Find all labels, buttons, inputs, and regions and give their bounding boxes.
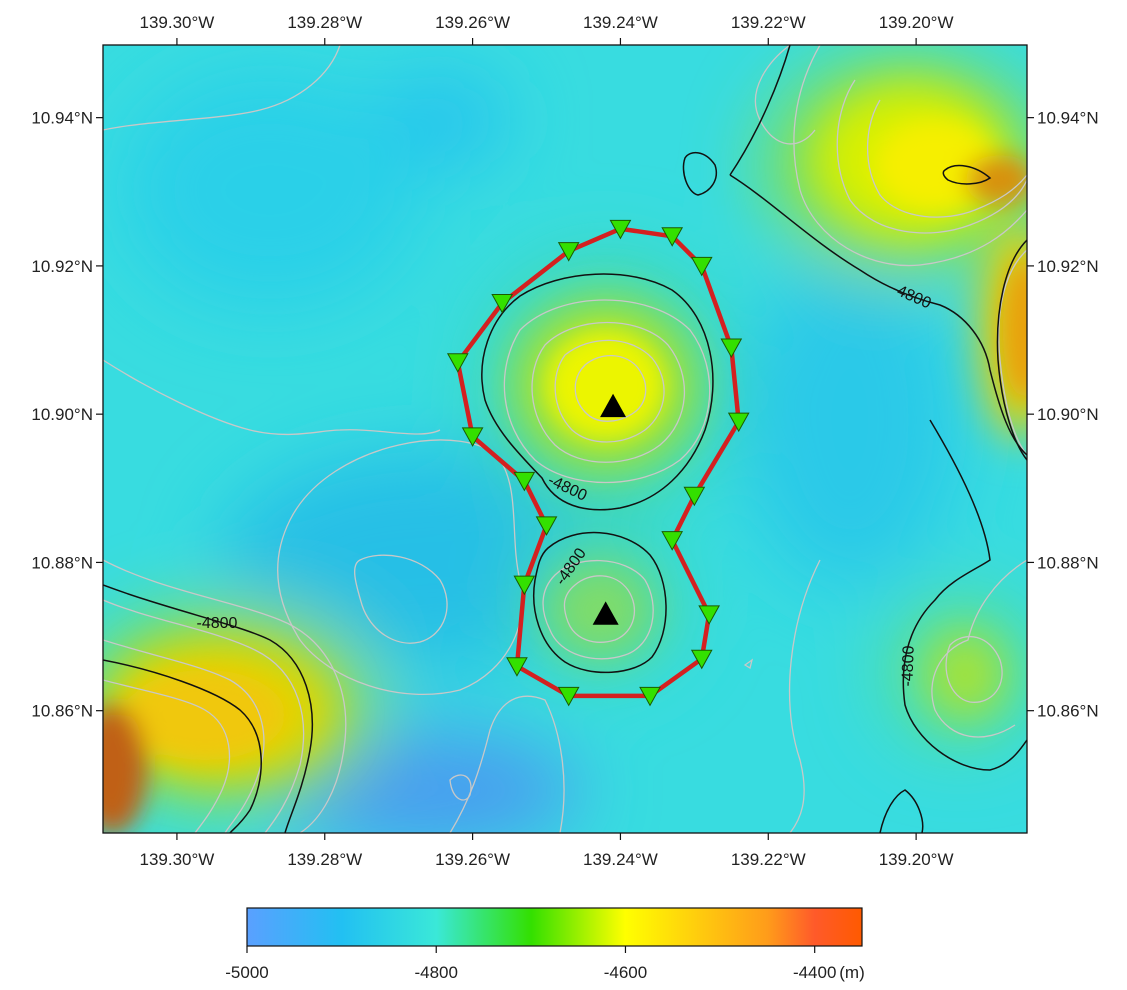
station-marker-icon	[557, 242, 580, 262]
station-markers	[446, 219, 750, 707]
lon-tick-label-bottom: 139.28°W	[287, 850, 362, 869]
peak-markers	[592, 393, 627, 625]
lat-tick-label-left: 10.92°N	[31, 257, 93, 276]
contour-label: -4800	[197, 615, 238, 632]
lat-tick-label-left: 10.90°N	[31, 405, 93, 424]
station-marker-icon	[661, 531, 684, 551]
lon-tick-label-top: 139.28°W	[287, 13, 362, 32]
station-marker-icon	[690, 649, 713, 670]
station-marker-icon	[720, 338, 743, 358]
lat-tick-label-left: 10.88°N	[31, 553, 93, 572]
contour-label: -4800	[899, 645, 917, 687]
station-marker-icon	[690, 256, 713, 277]
lon-tick-label-bottom: 139.30°W	[139, 850, 214, 869]
map-frame	[102, 44, 1028, 834]
colorbar-ramp	[246, 907, 863, 947]
lon-tick-label-bottom: 139.24°W	[583, 850, 658, 869]
lat-tick-label-left: 10.86°N	[31, 702, 93, 721]
lon-tick-label-bottom: 139.22°W	[731, 850, 806, 869]
minor-contours	[103, 45, 1027, 833]
contour-lines	[103, 45, 1027, 833]
station-marker-icon	[557, 686, 580, 707]
lat-tick-label-right: 10.92°N	[1037, 257, 1099, 276]
lon-tick-label-bottom: 139.20°W	[879, 850, 954, 869]
colorbar: -5000 -4800 -4600 -4400 (m)	[225, 907, 865, 982]
station-marker-icon	[446, 353, 469, 373]
lon-tick-label-top: 139.24°W	[583, 13, 658, 32]
colorbar-tick-label: -4400	[793, 963, 836, 982]
peak-marker-icon	[592, 601, 619, 625]
lat-tick-label-right: 10.90°N	[1037, 405, 1099, 424]
map-axes: 139.30°W 139.30°W 139.28°W 139.28°W 139.26°W…	[31, 13, 1098, 869]
lat-tick-label-right: 10.86°N	[1037, 702, 1099, 721]
major-contours	[103, 45, 1027, 833]
colorbar-tick-label: -4800	[414, 963, 457, 982]
station-marker-icon	[698, 605, 720, 625]
lon-tick-label-top: 139.20°W	[879, 13, 954, 32]
colorbar-tick-label: -4600	[604, 963, 647, 982]
survey-route-line	[455, 226, 741, 699]
colorbar-unit: (m)	[839, 963, 864, 982]
lat-tick-label-left: 10.94°N	[31, 109, 93, 128]
station-marker-icon	[535, 516, 558, 536]
station-marker-icon	[513, 575, 536, 596]
station-marker-icon	[461, 427, 484, 447]
lat-tick-label-right: 10.94°N	[1037, 109, 1099, 128]
station-marker-icon	[683, 486, 706, 507]
station-marker-icon	[513, 471, 536, 492]
colorbar-tick-label: -5000	[225, 963, 268, 982]
peak-marker-icon	[600, 393, 627, 418]
station-marker-icon	[491, 293, 514, 314]
bathymetry-raster	[103, 45, 1027, 833]
station-marker-icon	[661, 227, 684, 247]
station-marker-icon	[609, 219, 632, 240]
lon-tick-label-bottom: 139.26°W	[435, 850, 510, 869]
station-marker-icon	[727, 412, 750, 433]
lat-tick-label-right: 10.88°N	[1037, 553, 1099, 572]
lon-tick-label-top: 139.30°W	[139, 13, 214, 32]
station-marker-icon	[506, 657, 528, 677]
lon-tick-label-top: 139.26°W	[435, 13, 510, 32]
lon-tick-label-top: 139.22°W	[731, 13, 806, 32]
station-marker-icon	[639, 686, 661, 707]
colorbar-ticks: -5000 -4800 -4600 -4400	[225, 946, 836, 982]
